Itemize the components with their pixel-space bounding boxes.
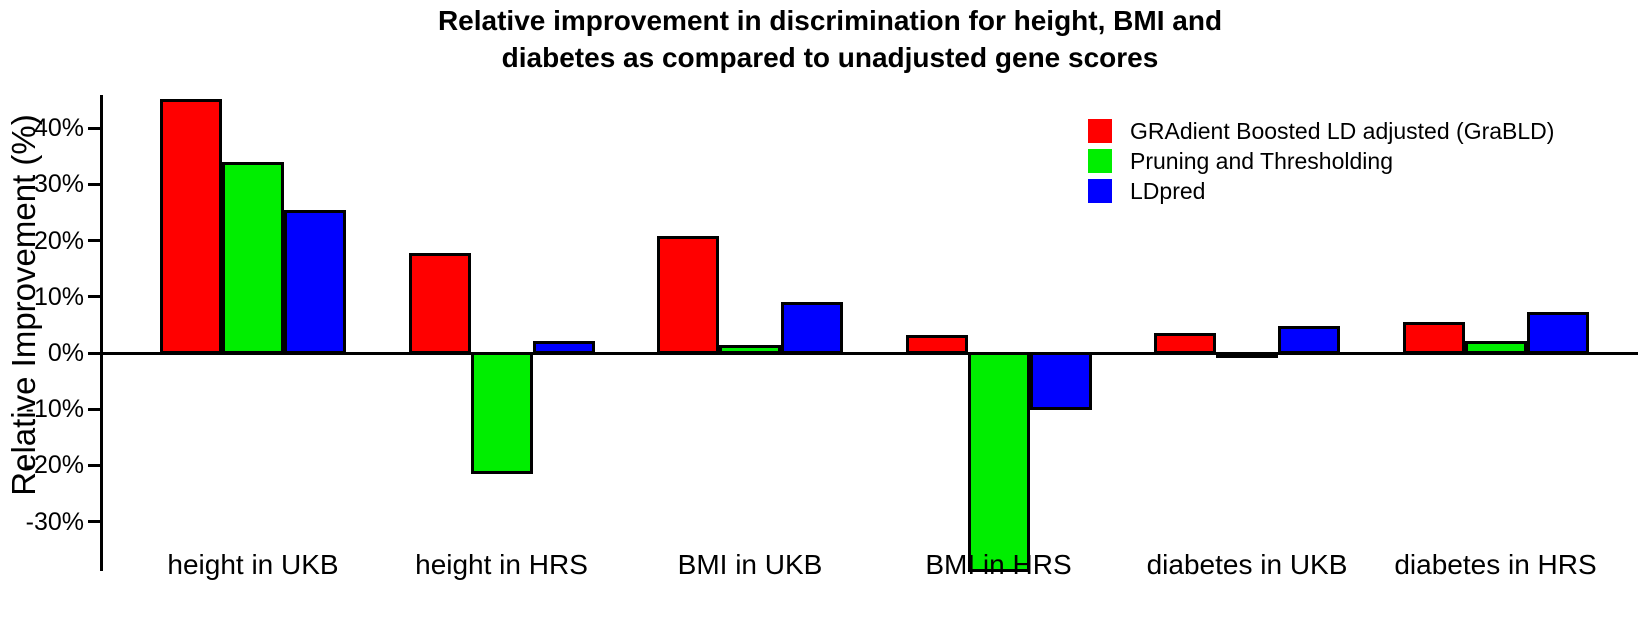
bar	[1526, 311, 1589, 355]
chart-title-line1: Relative improvement in discrimination f…	[437, 5, 1223, 36]
y-tick-mark	[88, 182, 101, 186]
bar	[657, 236, 719, 355]
y-tick-mark	[88, 351, 101, 355]
y-tick-mark	[88, 126, 101, 130]
y-tick-mark	[88, 295, 101, 299]
legend-swatch-red	[1088, 119, 1112, 143]
category-label: diabetes in HRS	[1394, 549, 1597, 580]
legend-swatch-blue	[1088, 179, 1112, 203]
category-label: BMI in UKB	[677, 549, 823, 580]
bar	[222, 161, 284, 355]
category-label: height in UKB	[167, 549, 339, 580]
bar	[1402, 321, 1465, 355]
y-tick-mark	[88, 520, 101, 524]
legend-item-ldpred: LDpred	[1088, 177, 1554, 204]
bar	[1216, 351, 1278, 358]
y-axis-line	[100, 95, 103, 571]
chart-title-line2: diabetes as compared to unadjusted gene …	[501, 42, 1159, 73]
bar	[1029, 351, 1092, 411]
y-tick-mark	[88, 407, 101, 411]
bar	[1278, 326, 1340, 355]
category-label: BMI in HRS	[925, 549, 1072, 580]
y-tick-label: -20%	[25, 451, 84, 480]
x-axis-zero-line	[100, 351, 1638, 355]
bar	[1154, 332, 1216, 355]
y-tick-label: -30%	[25, 507, 84, 536]
legend: GRAdient Boosted LD adjusted (GraBLD) Pr…	[1088, 117, 1555, 209]
bar	[967, 351, 1030, 572]
y-tick-label: 30%	[33, 170, 84, 199]
chart-title: Relative improvement in discrimination f…	[438, 2, 1222, 76]
legend-label: LDpred	[1130, 177, 1206, 204]
category-label: diabetes in UKB	[1146, 549, 1348, 580]
legend-label: GRAdient Boosted LD adjusted (GraBLD)	[1130, 117, 1555, 144]
y-tick-label: 40%	[33, 114, 84, 143]
y-tick-label: -10%	[25, 395, 84, 424]
bar	[470, 351, 533, 474]
bar	[408, 252, 471, 355]
legend-label: Pruning and Thresholding	[1130, 147, 1393, 174]
bar	[532, 341, 595, 355]
bar	[284, 209, 346, 355]
bar	[905, 334, 968, 355]
y-tick-mark	[88, 239, 101, 243]
legend-item-grabld: GRAdient Boosted LD adjusted (GraBLD)	[1088, 117, 1555, 144]
bar	[160, 98, 222, 355]
bar	[1464, 341, 1527, 355]
bar	[719, 344, 781, 355]
legend-swatch-green	[1088, 149, 1112, 173]
y-tick-label: 20%	[33, 226, 84, 255]
bar	[781, 302, 843, 355]
y-tick-mark	[88, 463, 101, 467]
y-tick-label: 0%	[47, 339, 84, 367]
legend-item-pruning-thresholding: Pruning and Thresholding	[1088, 147, 1554, 174]
y-tick-label: 10%	[33, 282, 84, 311]
category-label: height in HRS	[415, 549, 588, 580]
